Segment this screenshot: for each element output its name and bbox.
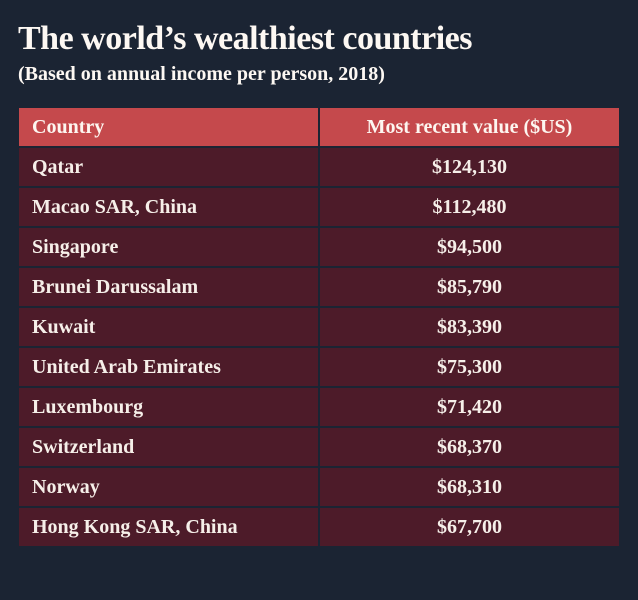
table-row: Hong Kong SAR, China $67,700 bbox=[17, 506, 621, 548]
wealth-table: Country Most recent value ($US) Qatar $1… bbox=[17, 106, 621, 548]
column-header-value: Most recent value ($US) bbox=[318, 106, 621, 148]
value-cell: $75,300 bbox=[318, 346, 621, 388]
table-row: Norway $68,310 bbox=[17, 466, 621, 508]
table-body: Qatar $124,130 Macao SAR, China $112,480… bbox=[17, 146, 621, 548]
country-cell: Luxembourg bbox=[17, 386, 320, 428]
page-title: The world’s wealthiest countries bbox=[18, 20, 472, 57]
country-cell: Macao SAR, China bbox=[17, 186, 320, 228]
country-cell: United Arab Emirates bbox=[17, 346, 320, 388]
value-cell: $68,370 bbox=[318, 426, 621, 468]
page-subtitle: (Based on annual income per person, 2018… bbox=[18, 63, 385, 85]
country-cell: Hong Kong SAR, China bbox=[17, 506, 320, 548]
country-cell: Kuwait bbox=[17, 306, 320, 348]
header-row: Country Most recent value ($US) bbox=[17, 106, 621, 148]
country-cell: Singapore bbox=[17, 226, 320, 268]
value-cell: $94,500 bbox=[318, 226, 621, 268]
table-row: Kuwait $83,390 bbox=[17, 306, 621, 348]
table-row: Luxembourg $71,420 bbox=[17, 386, 621, 428]
value-cell: $68,310 bbox=[318, 466, 621, 508]
country-cell: Norway bbox=[17, 466, 320, 508]
table-row: Macao SAR, China $112,480 bbox=[17, 186, 621, 228]
value-cell: $85,790 bbox=[318, 266, 621, 308]
country-cell: Switzerland bbox=[17, 426, 320, 468]
table-row: Singapore $94,500 bbox=[17, 226, 621, 268]
value-cell: $67,700 bbox=[318, 506, 621, 548]
value-cell: $83,390 bbox=[318, 306, 621, 348]
value-cell: $112,480 bbox=[318, 186, 621, 228]
table-row: Switzerland $68,370 bbox=[17, 426, 621, 468]
table-row: United Arab Emirates $75,300 bbox=[17, 346, 621, 388]
value-cell: $71,420 bbox=[318, 386, 621, 428]
value-cell: $124,130 bbox=[318, 146, 621, 188]
column-header-country: Country bbox=[17, 106, 320, 148]
country-cell: Brunei Darussalam bbox=[17, 266, 320, 308]
table-header: Country Most recent value ($US) bbox=[17, 106, 621, 148]
country-cell: Qatar bbox=[17, 146, 320, 188]
table-row: Brunei Darussalam $85,790 bbox=[17, 266, 621, 308]
table-row: Qatar $124,130 bbox=[17, 146, 621, 188]
